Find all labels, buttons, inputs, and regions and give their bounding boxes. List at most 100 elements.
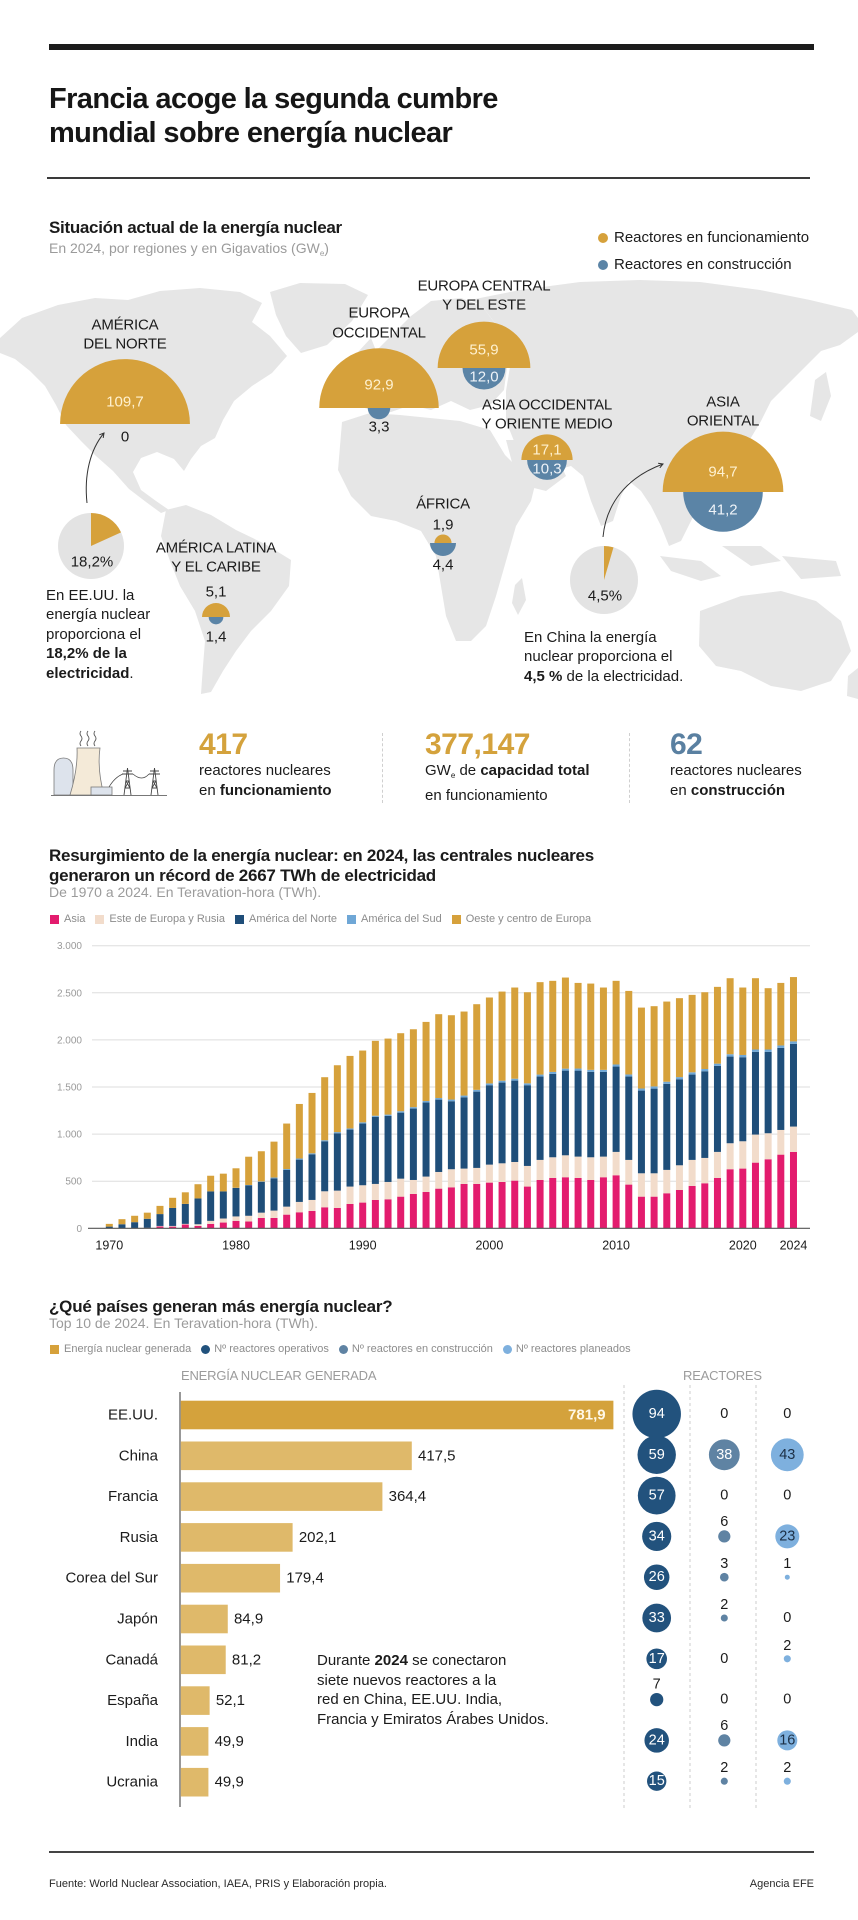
region-label: ASIA <box>706 394 740 411</box>
bar-segment <box>498 991 506 1081</box>
reactor-bubble-operational <box>643 1564 670 1590</box>
note-line: red en China, EE.UU. India, <box>317 1691 503 1708</box>
bar-segment <box>219 1191 227 1219</box>
stat-number: 417 <box>199 728 248 761</box>
top-rule <box>49 44 814 50</box>
stat-number: 377,147 <box>425 728 530 761</box>
stat-caption-bold: capacidad total <box>480 762 590 779</box>
bar-segment <box>371 1116 379 1184</box>
bar-segment <box>549 980 557 1072</box>
bar-segment <box>777 1045 785 1048</box>
bar-segment <box>283 1169 291 1170</box>
reactor-count-under-construction: 2 <box>720 1597 728 1613</box>
bar-segment <box>739 987 747 1055</box>
bar-segment <box>675 1189 683 1229</box>
bar-segment <box>549 1071 557 1074</box>
reactor-bubble-under-construction <box>718 1734 731 1747</box>
reactor-count-operational: 7 <box>653 1676 661 1692</box>
country-row: India 49,9 24 6 16 <box>125 1718 798 1756</box>
reactor-count-under-construction: 6 <box>720 1514 728 1530</box>
bar-segment <box>599 1071 607 1157</box>
energy-bar <box>180 1645 226 1675</box>
source-credit: Fuente: World Nuclear Association, IAEA,… <box>49 1878 387 1890</box>
bar-segment <box>409 1193 417 1229</box>
bar-segment <box>523 1186 531 1229</box>
reactor-count-operational: 59 <box>649 1447 665 1463</box>
bar-segment <box>663 1193 671 1229</box>
legend-label: Reactores en construcción <box>614 256 792 273</box>
note-line: En EE.UU. la <box>46 587 135 604</box>
bar-segment <box>447 1187 455 1229</box>
bar-segment <box>713 1177 721 1229</box>
reactor-bubble-under-construction <box>708 1439 740 1471</box>
bar-segment <box>663 1081 671 1084</box>
reactor-bubble-operational <box>637 1435 676 1475</box>
country-row: EE.UU. 781,9 94 0 0 <box>108 1389 791 1439</box>
map-section-subtitle: En 2024, por regiones y en Gigavatios (G… <box>49 239 329 263</box>
bar-segment <box>739 1057 747 1142</box>
legend-label: Nº reactores en construcción <box>351 1343 493 1355</box>
bar-segment <box>232 1216 240 1221</box>
note-line: Francia y Emiratos Árabes Unidos. <box>317 1710 549 1728</box>
stat-caption-text: en <box>670 782 691 799</box>
reactor-count-under-construction: 0 <box>720 1488 728 1504</box>
legend-label: Este de Europa y Rusia <box>109 913 225 925</box>
bar-segment <box>751 1051 759 1135</box>
energy-bar <box>180 1604 228 1634</box>
bar-segment <box>194 1225 202 1229</box>
country-label: Japón <box>117 1611 158 1628</box>
column-header-reactors: REACTORES <box>683 1368 762 1383</box>
continent-iceland <box>312 302 330 314</box>
bar-segment <box>194 1224 202 1226</box>
continent-islands <box>660 546 841 581</box>
bar-segment <box>523 1165 531 1187</box>
bar-segment <box>549 1157 557 1178</box>
bar-segment <box>359 1123 367 1186</box>
construction-value-label: 0 <box>121 429 129 446</box>
bar-segment <box>245 1185 253 1216</box>
map-region: EUROPA CENTRAL Y DEL ESTE 55,9 12,0 <box>418 278 551 390</box>
bar-segment <box>308 1199 316 1211</box>
reactor-count-planned: 0 <box>783 1610 791 1626</box>
continent-madagascar <box>512 578 526 615</box>
region-label: ORIENTAL <box>687 413 759 430</box>
bar-segment <box>346 1055 354 1129</box>
legend-label: Nº reactores operativos <box>214 1343 329 1355</box>
bar-segment <box>511 987 519 1079</box>
country-label: Francia <box>108 1488 159 1505</box>
bar-segment <box>422 1191 430 1229</box>
legend-square-icon <box>50 1344 59 1354</box>
bar-segment <box>232 1220 240 1229</box>
stat-divider <box>382 733 383 803</box>
bar-segment <box>346 1129 354 1187</box>
y-tick-label: 1.500 <box>57 1083 82 1094</box>
bar-segment <box>713 986 721 1064</box>
energy-bar <box>180 1767 209 1797</box>
electricity-share-pie: 18,2% <box>58 513 124 579</box>
reactor-count-under-construction: 6 <box>720 1718 728 1734</box>
note-line: electricidad. <box>46 664 150 683</box>
bar-segment <box>789 1151 797 1229</box>
y-tick-label: 3.000 <box>57 941 82 952</box>
legend-square-icon <box>50 914 59 924</box>
bar-segment <box>169 1197 177 1208</box>
bar-segment <box>637 1173 645 1197</box>
continent-japan <box>810 372 831 421</box>
chart-top10-title: ¿Qué países generan más energía nuclear? <box>49 1297 393 1316</box>
construction-semicircle <box>367 408 391 420</box>
bar-segment <box>460 1183 468 1229</box>
bar-segment <box>232 1187 240 1217</box>
reactor-count-under-construction: 0 <box>720 1651 728 1667</box>
x-tick-label: 2010 <box>602 1239 630 1253</box>
bar-segment <box>409 1107 417 1109</box>
bar-segment <box>498 1082 506 1164</box>
country-row: Ucrania 49,9 15 2 2 <box>106 1760 791 1797</box>
y-tick-label: 500 <box>65 1177 82 1188</box>
stat-caption: en funcionamiento <box>425 787 548 804</box>
country-row: China 417,5 59 38 43 <box>119 1435 804 1475</box>
bar-segment <box>397 1196 405 1229</box>
bar-segment <box>485 1164 493 1183</box>
bar-segment <box>359 1185 367 1203</box>
bar-segment <box>460 1011 468 1096</box>
